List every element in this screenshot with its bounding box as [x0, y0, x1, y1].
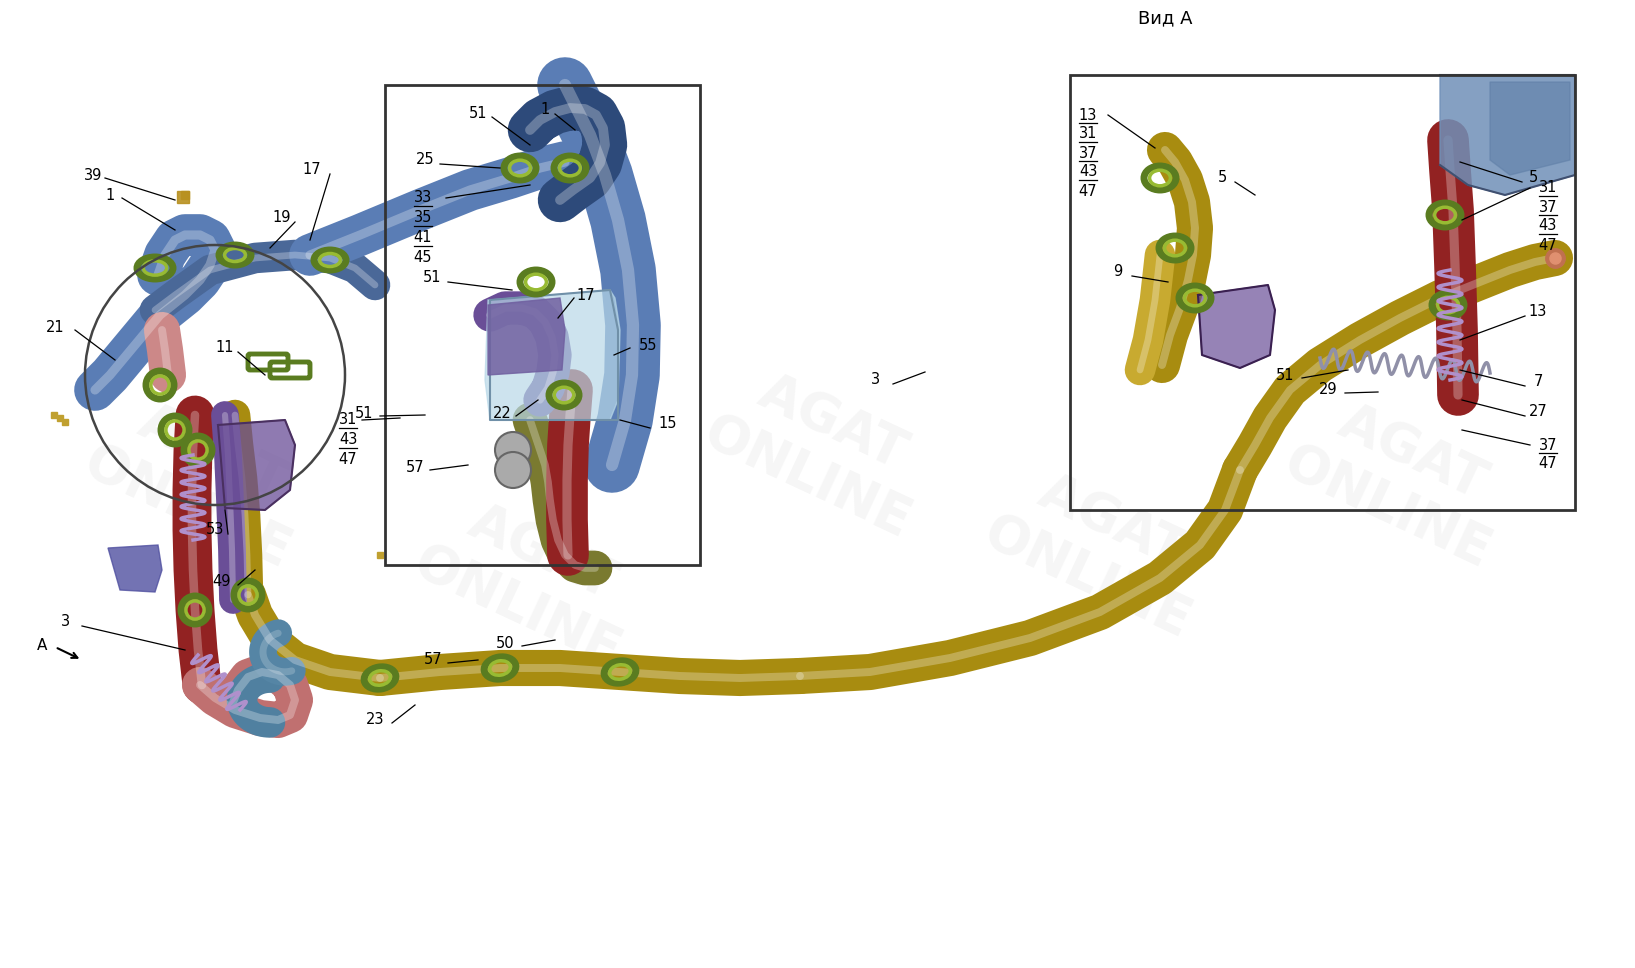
Text: 1: 1	[105, 189, 114, 203]
Text: 51: 51	[469, 106, 487, 120]
Text: 7: 7	[1534, 375, 1543, 389]
Text: 11: 11	[216, 341, 234, 355]
Text: 22: 22	[492, 406, 512, 420]
Text: 15: 15	[659, 416, 677, 432]
Text: 51: 51	[423, 270, 441, 286]
Text: 37: 37	[1539, 199, 1557, 215]
Text: 43: 43	[1539, 219, 1557, 233]
Text: 21: 21	[46, 320, 64, 336]
Text: 5: 5	[1529, 170, 1537, 186]
Text: 41: 41	[414, 230, 432, 246]
Text: 1: 1	[541, 103, 549, 117]
Polygon shape	[217, 420, 294, 510]
Text: 33: 33	[414, 191, 432, 205]
Text: 31: 31	[1079, 127, 1097, 141]
Text: 31: 31	[1539, 180, 1557, 196]
Text: Вид А: Вид А	[1138, 9, 1192, 27]
Text: 19: 19	[273, 210, 291, 226]
Text: 50: 50	[495, 636, 515, 650]
Text: 35: 35	[414, 210, 432, 226]
Text: 31: 31	[338, 412, 356, 428]
Text: 53: 53	[206, 523, 224, 537]
Text: 39: 39	[83, 167, 103, 183]
Polygon shape	[1440, 75, 1575, 195]
Text: 47: 47	[1539, 237, 1557, 253]
Text: 51: 51	[1275, 368, 1295, 382]
Bar	[384, 85, 700, 565]
Text: 57: 57	[423, 652, 443, 668]
Text: 23: 23	[366, 712, 384, 728]
Text: 3: 3	[60, 615, 70, 629]
Text: 37: 37	[1079, 145, 1097, 161]
Text: 29: 29	[1319, 382, 1337, 398]
Text: 25: 25	[415, 153, 435, 167]
Text: 43: 43	[1079, 165, 1097, 179]
Text: 47: 47	[1079, 184, 1097, 198]
Text: 9: 9	[1113, 264, 1123, 280]
Text: 51: 51	[355, 406, 373, 420]
Text: 3: 3	[870, 373, 880, 387]
Polygon shape	[1489, 82, 1570, 175]
Text: 17: 17	[577, 287, 595, 302]
Text: A: A	[38, 638, 47, 652]
Circle shape	[495, 432, 531, 468]
Text: 43: 43	[338, 433, 356, 447]
Text: 13: 13	[1079, 107, 1097, 123]
Polygon shape	[1198, 285, 1275, 368]
Text: 45: 45	[414, 251, 432, 265]
Text: AGAT
ONLINE: AGAT ONLINE	[695, 352, 945, 548]
Polygon shape	[108, 545, 162, 592]
Text: AGAT
ONLINE: AGAT ONLINE	[1275, 382, 1524, 578]
Text: 49: 49	[213, 574, 231, 590]
Text: 37: 37	[1539, 438, 1557, 452]
Text: 55: 55	[639, 338, 657, 352]
Text: AGAT
ONLINE: AGAT ONLINE	[75, 382, 325, 578]
Bar	[1069, 75, 1575, 510]
Text: 47: 47	[1539, 457, 1557, 471]
Text: 17: 17	[302, 163, 322, 177]
Text: 27: 27	[1529, 405, 1547, 419]
Circle shape	[495, 452, 531, 488]
Text: 47: 47	[338, 452, 358, 468]
Text: 13: 13	[1529, 305, 1547, 319]
Text: 57: 57	[405, 460, 425, 474]
Text: AGAT
ONLINE: AGAT ONLINE	[405, 482, 654, 678]
Polygon shape	[486, 290, 620, 420]
Polygon shape	[487, 298, 566, 375]
Text: AGAT
ONLINE: AGAT ONLINE	[976, 452, 1225, 648]
Text: 5: 5	[1218, 170, 1226, 186]
